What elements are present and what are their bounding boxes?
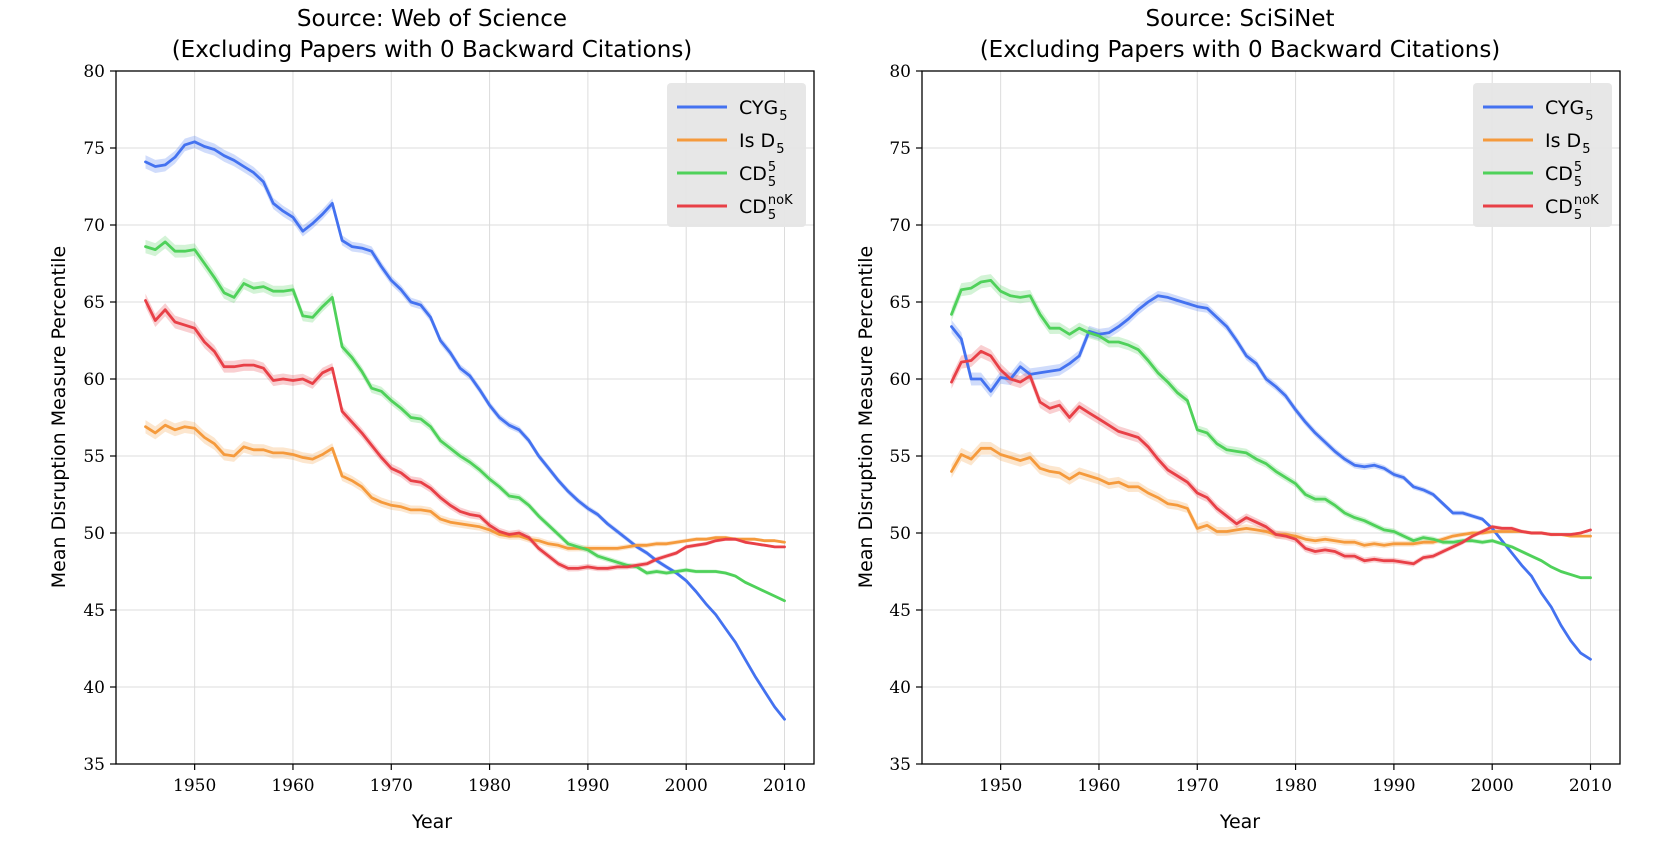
series-line-3 [950,349,1592,566]
legend-label-0: CYG [1545,97,1584,119]
y-tick-label: 55 [83,447,105,467]
legend-superscript-2: 5 [1574,160,1582,175]
legend-box [667,83,806,227]
x-tick-label: 1960 [1077,776,1120,796]
x-tick-label: 1950 [979,776,1022,796]
x-tick-label: 1950 [173,776,216,796]
series-line-2 [950,278,1592,580]
y-tick-label: 75 [889,139,911,159]
series-line-0 [950,294,1592,661]
x-tick-label: 1990 [1372,776,1415,796]
x-tick-label: 2010 [763,776,806,796]
x-axis-label: Year [411,811,452,833]
y-tick-label: 40 [889,678,911,698]
chart-title: Source: Web of Science [297,6,567,32]
legend-subscript-1: 5 [776,142,784,157]
series-lines [144,140,786,721]
chart-subtitle: (Excluding Papers with 0 Backward Citati… [172,37,693,63]
y-tick-label: 70 [83,216,105,236]
series-line-1 [950,446,1592,547]
x-tick-label: 1970 [370,776,413,796]
chart-web-of-science: Source: Web of Science (Excluding Papers… [48,6,815,833]
x-tick-label: 1960 [271,776,314,796]
legend-box [1473,83,1612,227]
chart-scisinet: Source: SciSiNet (Excluding Papers with … [855,6,1621,833]
y-tick-label: 65 [83,293,105,313]
y-tick-label: 60 [83,370,105,390]
y-tick-label: 50 [83,524,105,544]
series-band-3 [145,293,785,572]
legend-superscript-3: noK [1574,193,1599,208]
plot-frame [921,70,1621,765]
x-tick-label: 2010 [1569,776,1612,796]
x-axis-label: Year [1219,811,1260,833]
legend-subscript-3: 5 [1574,208,1582,223]
series-line-3 [144,299,786,570]
x-tick-label: 2000 [665,776,708,796]
series-line-1 [144,423,786,550]
y-tick-label: 70 [889,216,911,236]
y-tick-label: 75 [83,139,105,159]
x-tick-label: 2000 [1471,776,1514,796]
legend-subscript-0: 5 [1585,109,1593,124]
chart-subtitle: (Excluding Papers with 0 Backward Citati… [980,37,1501,63]
legend-superscript-2: 5 [768,160,776,175]
plot-frame [115,70,815,765]
y-tick-label: 60 [889,370,911,390]
y-tick-label: 55 [889,447,911,467]
legend-subscript-3: 5 [768,208,776,223]
series-line-2 [144,240,786,603]
series-lines [950,278,1592,661]
legend-label-0: CYG [739,97,778,119]
legend-subscript-1: 5 [1582,142,1590,157]
legend-subscript-0: 5 [779,109,787,124]
y-tick-label: 45 [83,601,105,621]
legend-label-3: CD [739,196,767,218]
y-tick-label: 50 [889,524,911,544]
series-line-0 [144,140,786,721]
series-band-1 [145,418,785,552]
y-tick-label: 80 [83,62,105,82]
legend-label-1: Is D [739,130,775,152]
legend-subscript-2: 5 [768,175,776,190]
legend-label-1: Is D [1545,130,1581,152]
x-tick-label: 1990 [566,776,609,796]
y-tick-label: 35 [889,755,911,775]
y-tick-label: 80 [889,62,911,82]
y-axis-label: Mean Disruption Measure Percentile [855,246,877,589]
legend-subscript-2: 5 [1574,175,1582,190]
axis-ticks: 1950 1960 1970 1980 1990 2000 2010354045505560… [83,62,806,796]
x-tick-label: 1980 [1274,776,1317,796]
legend-superscript-3: noK [768,193,793,208]
y-axis-label: Mean Disruption Measure Percentile [48,246,70,589]
y-tick-label: 40 [83,678,105,698]
y-tick-label: 45 [889,601,911,621]
chart-title: Source: SciSiNet [1145,6,1334,32]
legend-label-2: CD [739,163,767,185]
y-tick-label: 35 [83,755,105,775]
legend-label-3: CD [1545,196,1573,218]
x-tick-label: 1980 [468,776,511,796]
axis-ticks: 1950 1960 1970 1980 1990 2000 2010354045505560… [889,62,1612,796]
legend-label-2: CD [1545,163,1573,185]
y-tick-label: 65 [889,293,911,313]
x-tick-label: 1970 [1176,776,1219,796]
